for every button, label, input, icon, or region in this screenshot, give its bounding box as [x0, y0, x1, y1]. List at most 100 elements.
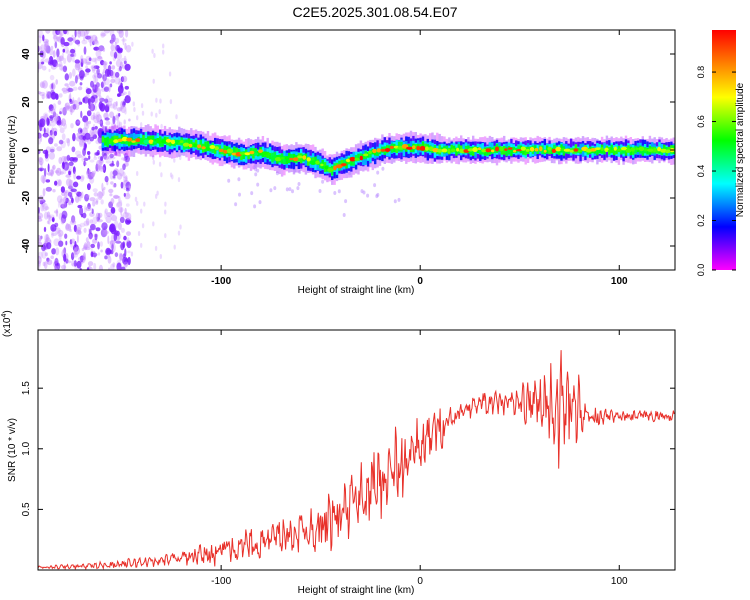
noise-cell	[76, 154, 83, 159]
noise-cell	[298, 170, 302, 174]
noise-cell	[134, 196, 138, 202]
noise-cell	[125, 30, 129, 38]
noise-cell	[348, 171, 352, 176]
noise-cell	[87, 183, 91, 191]
noise-cell	[101, 188, 105, 197]
noise-cell	[94, 36, 98, 42]
noise-cell	[122, 101, 126, 107]
x-tick-label: 0	[417, 576, 423, 587]
noise-cell	[100, 199, 104, 205]
noise-cell	[57, 229, 64, 237]
noise-cell	[56, 55, 62, 63]
ridge-cell	[548, 149, 551, 155]
noise-cell	[113, 125, 117, 131]
noise-cell	[41, 94, 45, 100]
ridge-cell	[376, 149, 379, 156]
ridge-cell	[517, 145, 520, 152]
noise-cell	[46, 220, 50, 224]
noise-cell	[91, 170, 95, 178]
ridge-cell	[596, 148, 599, 156]
ridge-cell	[216, 143, 219, 157]
noise-cell	[127, 250, 131, 254]
noise-cell	[38, 215, 41, 219]
noise-cell	[128, 118, 131, 122]
ridge-cell	[340, 160, 343, 167]
ridge-peak	[594, 147, 601, 151]
snr-xlabel: Height of straight line (km)	[298, 585, 415, 596]
noise-cell	[119, 253, 123, 262]
noise-cell	[98, 101, 104, 110]
noise-cell	[48, 109, 51, 113]
ridge-peak	[625, 148, 632, 153]
noise-cell	[83, 205, 87, 213]
noise-cell	[66, 105, 70, 112]
noise-cell	[153, 53, 156, 58]
noise-cell	[68, 179, 74, 187]
noise-cell	[116, 262, 122, 270]
noise-cell	[62, 65, 68, 73]
noise-cell	[125, 175, 128, 182]
noise-cell	[76, 132, 82, 137]
noise-cell	[101, 222, 108, 230]
ridge-peak	[345, 158, 351, 163]
noise-cell	[42, 261, 46, 267]
noise-cell	[76, 191, 82, 197]
noise-cell	[88, 227, 92, 234]
noise-cell	[96, 68, 100, 75]
noise-cell	[61, 210, 68, 219]
noise-cell	[114, 114, 120, 121]
noise-cell	[74, 104, 80, 110]
noise-cell	[45, 179, 51, 183]
noise-cell	[162, 49, 165, 55]
noise-cell	[43, 233, 50, 243]
noise-cell	[114, 76, 121, 85]
noise-cell	[113, 51, 118, 59]
noise-cell	[69, 104, 75, 113]
noise-cell	[91, 57, 97, 63]
noise-cell	[70, 53, 75, 57]
x-tick-label: 100	[611, 576, 628, 587]
noise-cell	[75, 224, 82, 231]
noise-cell	[95, 76, 99, 84]
noise-cell	[152, 159, 155, 165]
noise-cell	[111, 125, 114, 131]
noise-cell	[234, 202, 238, 207]
noise-cell	[79, 30, 86, 37]
ridge-cell	[598, 148, 601, 154]
noise-cell	[95, 111, 101, 118]
noise-cell	[123, 261, 129, 266]
noise-cell	[71, 99, 75, 104]
noise-cell	[91, 89, 95, 97]
noise-cell	[87, 35, 94, 43]
noise-cell	[47, 59, 54, 66]
noise-cell	[40, 44, 45, 52]
figure-title: C2E5.2025.301.08.54.E07	[292, 4, 457, 20]
noise-cell	[69, 239, 74, 248]
noise-cell	[72, 133, 76, 142]
noise-cell	[77, 97, 81, 107]
noise-cell	[61, 265, 67, 270]
noise-cell	[177, 177, 181, 183]
noise-cell	[110, 40, 114, 45]
noise-cell	[123, 55, 127, 61]
ridge-peak	[306, 157, 311, 162]
noise-cell	[100, 249, 103, 253]
noise-cell	[59, 107, 66, 115]
noise-cell	[117, 67, 122, 72]
noise-cell	[55, 247, 60, 256]
noise-cell	[106, 249, 112, 255]
ridge-cell	[479, 147, 482, 155]
noise-cell	[375, 194, 379, 199]
noise-cell	[95, 227, 101, 232]
noise-cell	[75, 135, 82, 142]
noise-cell	[112, 170, 118, 176]
noise-cell	[99, 97, 105, 102]
noise-cell	[38, 251, 43, 259]
ridge-peak	[274, 157, 282, 162]
noise-cell	[83, 252, 86, 261]
noise-cell	[173, 157, 176, 163]
noise-cell	[73, 171, 76, 180]
noise-cell	[77, 86, 83, 91]
noise-cell	[55, 93, 59, 100]
noise-cell	[59, 111, 62, 115]
